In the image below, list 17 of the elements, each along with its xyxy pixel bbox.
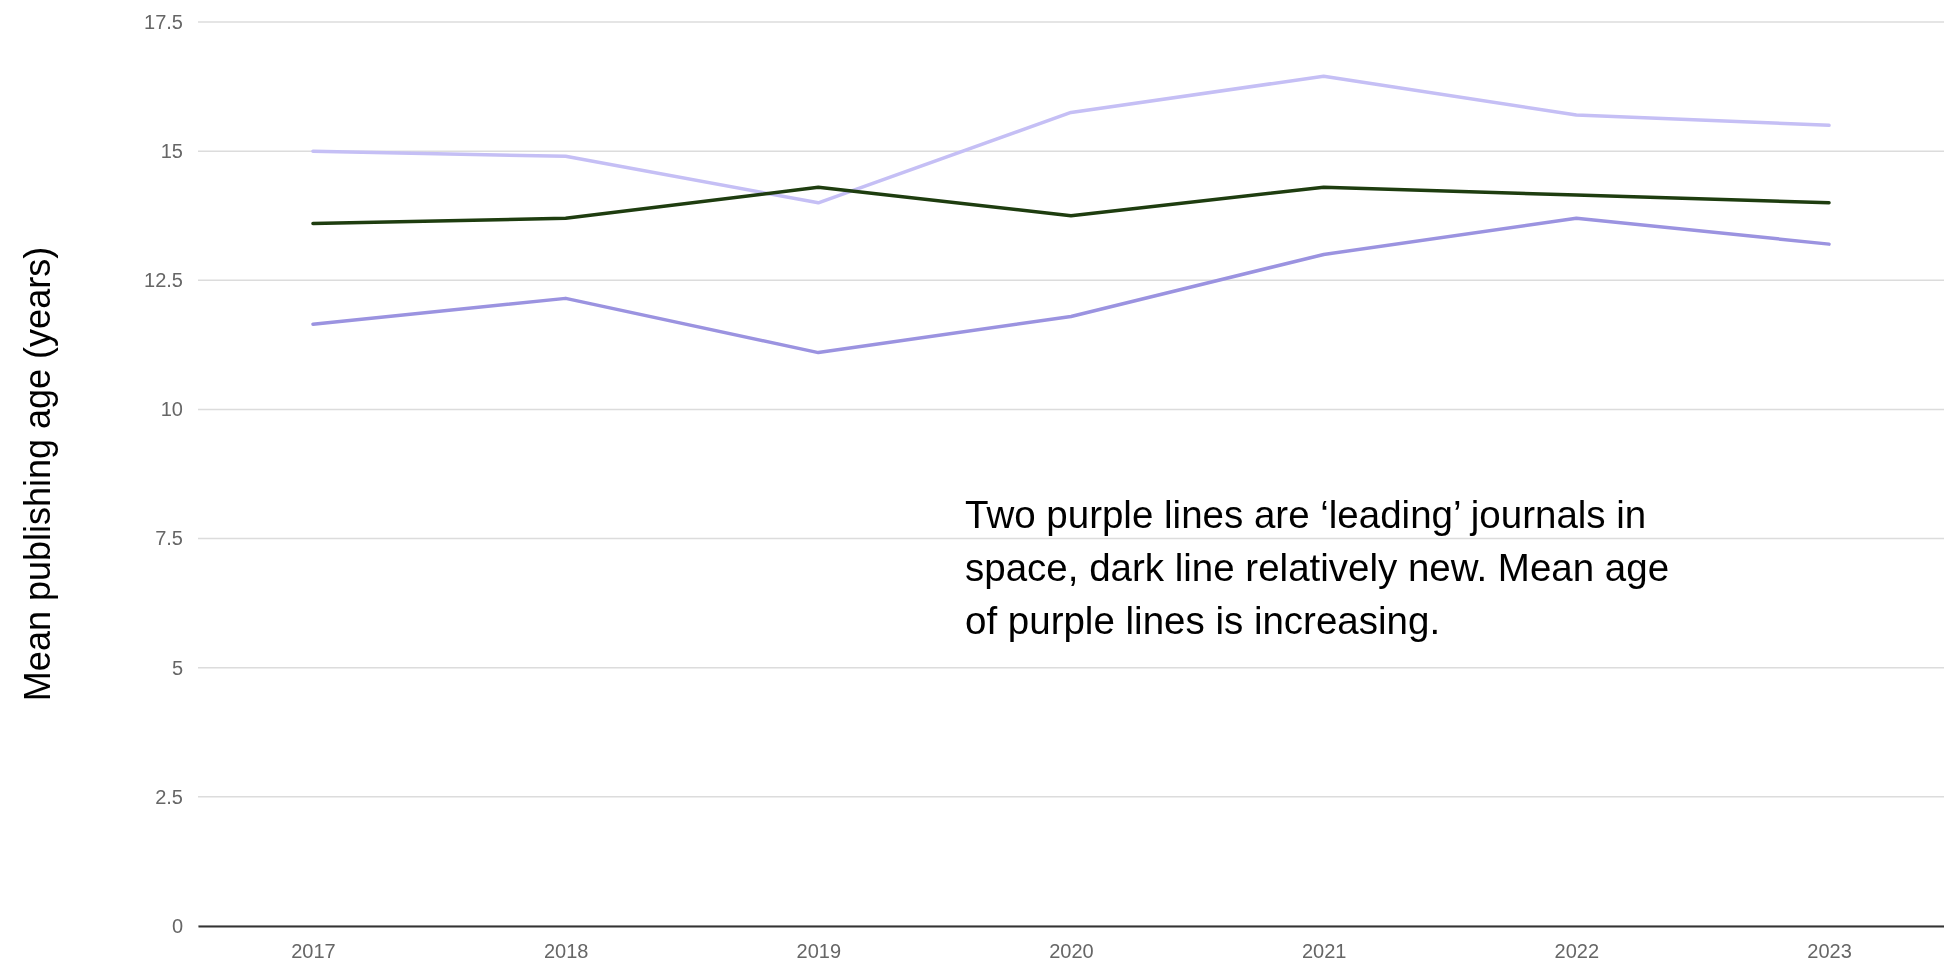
x-tick-label: 2022 <box>1554 940 1600 963</box>
x-tick-label: 2018 <box>543 940 589 963</box>
y-tick-label: 15 <box>160 140 183 163</box>
y-tick-label: 17.5 <box>144 10 183 33</box>
y-tick-label: 12.5 <box>144 269 183 292</box>
y-tick-label: 2.5 <box>155 785 183 808</box>
y-tick-label: 0 <box>171 914 183 937</box>
x-tick-label: 2017 <box>291 940 336 963</box>
y-axis-title: Mean publishing age (years) <box>17 246 58 702</box>
x-tick-label: 2021 <box>1301 940 1347 963</box>
annotation: Two purple lines are ‘leading’ journals in space, dark line relatively new. Mean age of purple lines is increasing. <box>965 493 1670 642</box>
x-tick-label: 2020 <box>1049 940 1094 963</box>
y-tick-label: 5 <box>171 656 183 679</box>
x-tick-label: 2019 <box>796 940 842 963</box>
x-tick-label: 2023 <box>1807 940 1852 963</box>
y-tick-label: 7.5 <box>155 527 183 550</box>
y-tick-label: 10 <box>160 398 183 421</box>
